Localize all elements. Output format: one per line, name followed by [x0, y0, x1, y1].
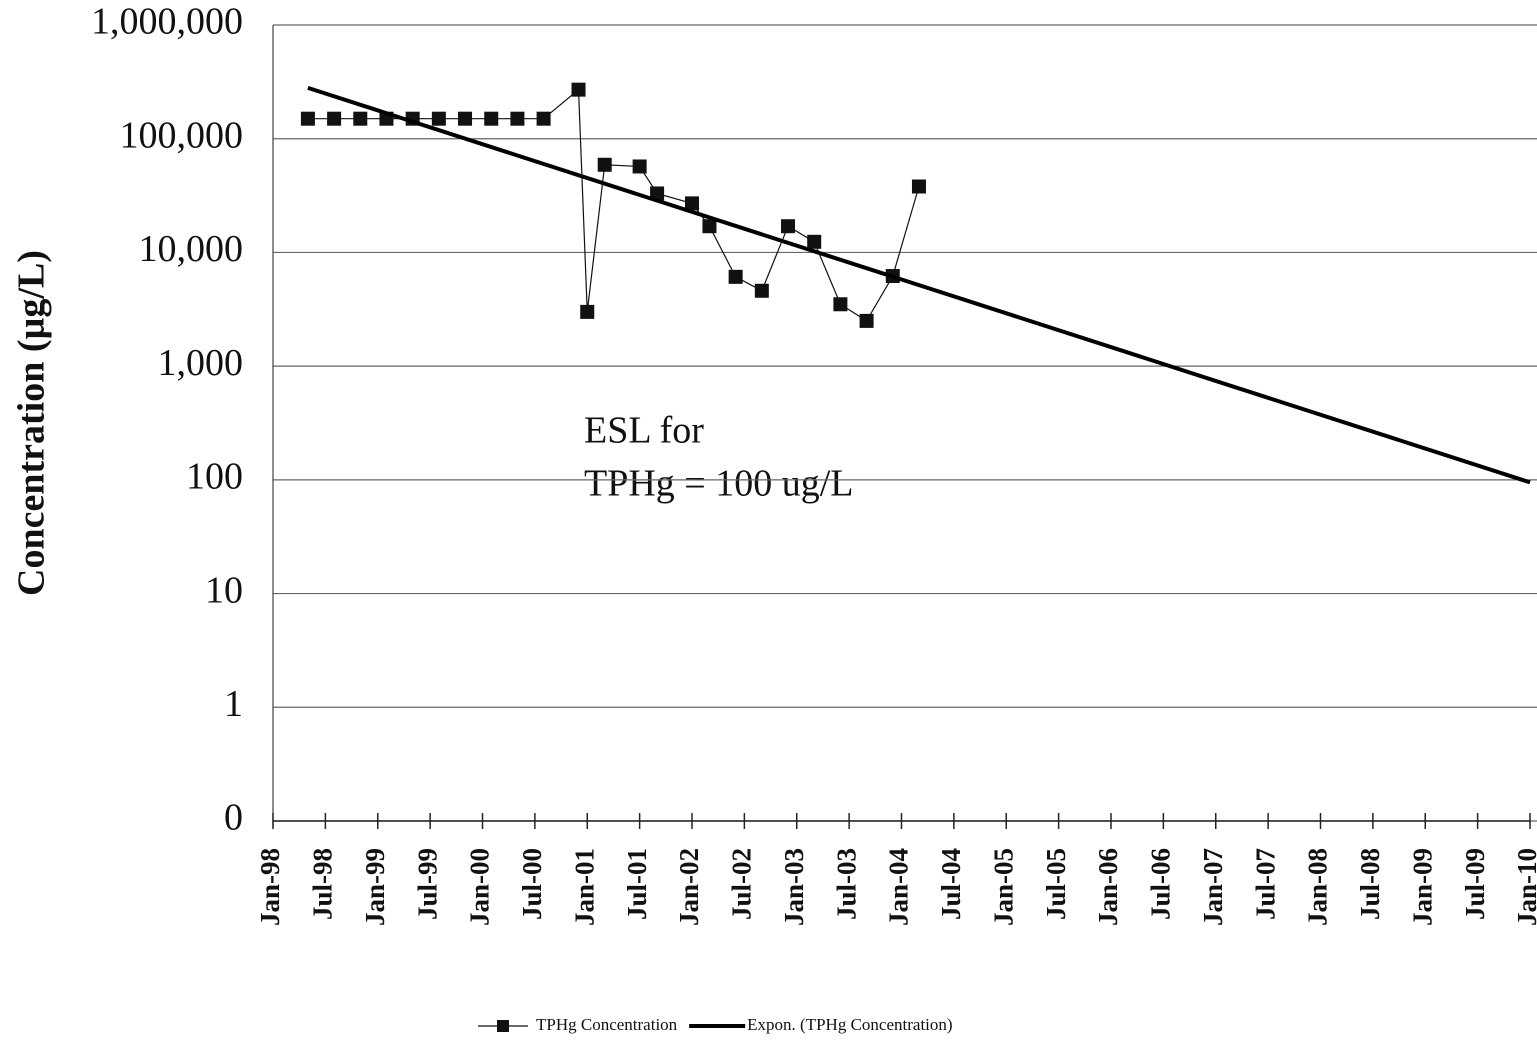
data-point	[728, 269, 743, 284]
x-tick-label: Jul-08	[1355, 848, 1385, 920]
x-tick-label: Jan-98	[255, 848, 285, 926]
y-tick-label: 1,000	[158, 342, 244, 384]
x-tick-label: Jan-02	[674, 848, 704, 926]
data-point	[781, 219, 796, 234]
data-point	[685, 196, 699, 211]
x-tick-label: Jul-06	[1146, 848, 1176, 920]
x-tick-label: Jan-07	[1198, 848, 1228, 926]
y-tick-label: 10,000	[139, 228, 244, 270]
y-tick-label: 1	[224, 683, 243, 725]
x-tick-label: Jul-09	[1460, 848, 1490, 920]
x-tick-label: Jul-04	[936, 848, 966, 920]
data-point	[484, 111, 499, 126]
data-point	[833, 297, 848, 312]
data-point	[632, 159, 647, 174]
x-tick-label: Jan-05	[988, 848, 1018, 926]
data-line	[307, 88, 920, 322]
y-tick-label: 0	[224, 797, 243, 839]
x-tick-label: Jul-00	[517, 848, 547, 920]
legend-symbol	[497, 1020, 509, 1032]
x-tick-label: Jan-01	[569, 848, 599, 926]
trend-line	[307, 85, 1531, 485]
data-point	[597, 157, 612, 172]
x-tick-label: Jan-03	[779, 848, 809, 926]
annotation: ESL for	[584, 410, 704, 452]
data-point	[580, 304, 595, 319]
data-point	[458, 111, 473, 126]
x-tick-label: Jan-08	[1303, 848, 1333, 926]
y-tick-label: 100	[186, 456, 243, 498]
data-point	[911, 179, 926, 194]
annotation: TPHg = 100 ug/L	[584, 463, 854, 505]
y-tick-label: 100,000	[120, 114, 244, 156]
x-tick-label: Jul-05	[1041, 848, 1071, 920]
data-point	[807, 234, 822, 249]
data-point	[571, 82, 586, 97]
data-point	[327, 111, 342, 126]
data-point	[431, 111, 446, 126]
x-tick-label: Jan-06	[1093, 848, 1123, 926]
data-point	[536, 111, 551, 126]
x-tick-label: Jul-99	[412, 848, 442, 920]
y-tick-label: 10	[205, 569, 243, 611]
x-tick-label: Jan-09	[1407, 848, 1437, 926]
data-point	[650, 186, 665, 201]
x-tick-label: Jul-98	[308, 848, 338, 920]
data-point	[300, 111, 315, 126]
legend-label: TPHg Concentration	[536, 1015, 678, 1034]
x-tick-label: Jan-10	[1512, 848, 1537, 926]
x-tick-label: Jan-04	[884, 848, 914, 926]
data-point	[859, 313, 874, 328]
x-tick-label: Jul-01	[622, 848, 652, 920]
data-point	[353, 111, 368, 126]
data-point	[702, 219, 717, 234]
x-tick-label: Jul-02	[727, 848, 757, 920]
x-tick-label: Jul-07	[1250, 848, 1280, 920]
data-point	[754, 283, 769, 298]
y-tick-label: 1,000,000	[91, 1, 243, 43]
x-tick-label: Jan-00	[465, 848, 495, 926]
data-point	[510, 111, 525, 126]
x-tick-label: Jan-99	[360, 848, 390, 926]
x-tick-label: Jul-03	[831, 848, 861, 920]
y-axis-title: Concentration (µg/L)	[11, 250, 53, 596]
legend-label: Expon. (TPHg Concentration)	[747, 1015, 952, 1034]
